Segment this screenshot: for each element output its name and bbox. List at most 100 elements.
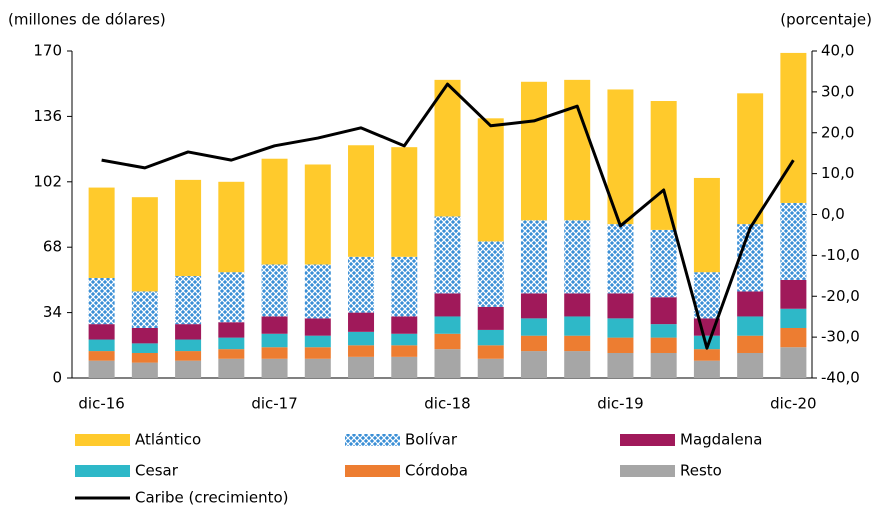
bar-segment (218, 181, 245, 273)
legend-label: Atlántico (135, 431, 201, 449)
bar-segment (520, 351, 547, 378)
bar-segment (737, 335, 764, 353)
bar-segment (564, 316, 591, 336)
bar-segment (88, 324, 115, 340)
bar-segment (693, 335, 720, 350)
bar-segment (304, 335, 331, 348)
y2-tick-label: -40,0 (821, 369, 860, 387)
bar-segment (650, 101, 677, 230)
bar-segment (520, 318, 547, 336)
bar-segment (348, 256, 375, 313)
bar-segment (434, 79, 461, 217)
bar-segment (131, 197, 158, 292)
legend-label: Magdalena (680, 431, 762, 449)
bar-segment (693, 177, 720, 273)
bar-segment (175, 360, 202, 378)
bar-segment (88, 277, 115, 325)
bar-segment (693, 272, 720, 319)
bar-segment (607, 293, 634, 319)
bar-segment (304, 347, 331, 359)
bar-segment (348, 312, 375, 332)
bar-segment (780, 327, 807, 348)
bar-segment (304, 318, 331, 336)
bar-segment (434, 316, 461, 334)
bar-segment (607, 318, 634, 338)
bar-segment (88, 351, 115, 361)
bar-segment (780, 52, 807, 203)
bar-segment (780, 202, 807, 280)
legend-label: Córdoba (405, 462, 468, 480)
bar-segment (434, 293, 461, 317)
bar-segment (780, 279, 807, 309)
bar-segment (650, 324, 677, 338)
bar-segment (218, 349, 245, 359)
bar-segment (434, 349, 461, 378)
bar-segment (564, 335, 591, 352)
bar-segment (737, 93, 764, 225)
bar-segment (348, 345, 375, 357)
x-tick-label: dic-19 (597, 395, 643, 413)
bar-segment (391, 256, 418, 317)
line-series (101, 82, 795, 350)
bar-segment (348, 356, 375, 378)
legend-swatch (75, 465, 130, 477)
bar-segment (88, 339, 115, 352)
bar-segment (737, 224, 764, 292)
bar-segment (88, 187, 115, 278)
bar-segment (391, 356, 418, 378)
y-axis-title: (millones de dólares) (8, 11, 166, 29)
bar-segment (261, 316, 288, 334)
bar-segment (218, 322, 245, 338)
bar-segment (175, 339, 202, 352)
bar-segment (304, 358, 331, 378)
bar-segment (650, 352, 677, 378)
y2-tick-label: -10,0 (821, 246, 860, 264)
y-tick-label: 68 (43, 238, 62, 256)
bar-segment (737, 352, 764, 378)
y2-axis-title: (porcentaje) (780, 11, 872, 29)
bar-segment (175, 179, 202, 277)
bar-segment (348, 331, 375, 346)
bar-segment (131, 343, 158, 353)
x-tick-label: dic-16 (78, 395, 124, 413)
bar-segment (564, 351, 591, 378)
y-tick-label: 136 (33, 107, 62, 125)
bar-segment (477, 118, 504, 242)
bar-segment (304, 164, 331, 265)
bar-segment (564, 79, 591, 221)
x-tick-label: dic-17 (251, 395, 297, 413)
bar-segment (607, 224, 634, 294)
bar-segment (650, 229, 677, 298)
legend-swatch (620, 465, 675, 477)
y-tick-label: 170 (33, 42, 62, 60)
legend-label: Bolívar (405, 431, 458, 449)
bar-segment (477, 306, 504, 330)
bar-segment (477, 358, 504, 378)
y2-tick-label: 10,0 (821, 164, 854, 182)
bar-segment (650, 337, 677, 353)
bar-segment (520, 293, 547, 319)
legend-label: Caribe (crecimiento) (135, 489, 289, 507)
bar-segment (218, 337, 245, 350)
legend-label: Cesar (135, 462, 179, 480)
bar-segment (780, 308, 807, 328)
bar-segment (175, 276, 202, 325)
bar-segment (650, 297, 677, 325)
bar-segment (693, 349, 720, 361)
bar-segment (737, 291, 764, 317)
bar-segment (737, 316, 764, 336)
bar-segment (693, 360, 720, 378)
bar-segment (261, 347, 288, 359)
legend-swatch (75, 434, 130, 446)
y2-tick-label: 40,0 (821, 42, 854, 60)
bar-segment (218, 272, 245, 323)
bar-segment (131, 327, 158, 344)
bar-segment (564, 220, 591, 294)
bar-segment (391, 333, 418, 346)
y2-tick-label: -30,0 (821, 328, 860, 346)
legend-label: Resto (680, 462, 722, 480)
bar-segment (261, 358, 288, 378)
bar-segment (477, 345, 504, 359)
bar-segment (780, 347, 807, 378)
